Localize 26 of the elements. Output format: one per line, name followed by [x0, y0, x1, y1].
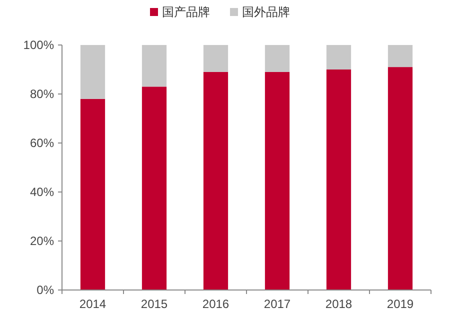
x-tick-label: 2014 [79, 297, 106, 311]
x-tick-label: 2015 [140, 297, 168, 311]
bar [326, 45, 352, 70]
bar [388, 67, 413, 290]
y-tick-label: 40% [30, 185, 54, 200]
bar [80, 98, 106, 290]
x-tick-label: 2019 [386, 297, 414, 311]
bar [264, 45, 290, 72]
y-tick-label: 100% [23, 38, 54, 52]
bar [80, 45, 106, 99]
legend-label: 国产品牌 [162, 5, 210, 19]
y-tick-label: 80% [30, 87, 54, 102]
y-tick-label: 60% [30, 136, 54, 150]
bar [142, 45, 167, 87]
x-tick-label: 2018 [325, 297, 352, 311]
x-tick-label: 2017 [264, 297, 291, 311]
bar [203, 72, 228, 290]
bar [142, 86, 167, 290]
y-tick-label: 0% [36, 283, 54, 298]
y-tick-label: 20% [30, 234, 54, 248]
bar [264, 72, 290, 290]
x-tick-label: 2016 [202, 297, 230, 311]
bar [203, 45, 228, 72]
legend-label: 国外品牌 [242, 5, 290, 19]
bar [326, 70, 352, 290]
bar [388, 45, 413, 68]
